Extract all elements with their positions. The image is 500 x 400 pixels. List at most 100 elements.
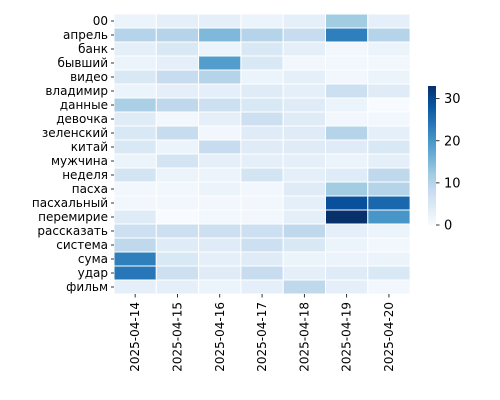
heatmap-cell bbox=[155, 139, 200, 155]
heatmap-cell bbox=[367, 13, 411, 29]
y-tick-label: зеленский bbox=[42, 126, 108, 140]
heatmap-cell bbox=[367, 153, 411, 169]
y-tick-label: фильм bbox=[66, 280, 108, 294]
heatmap-cell bbox=[155, 223, 200, 239]
heatmap-cell bbox=[113, 195, 157, 211]
heatmap-cell bbox=[240, 237, 284, 253]
heatmap-cell bbox=[198, 223, 242, 239]
heatmap-cell bbox=[155, 153, 200, 169]
heatmap-cell bbox=[367, 167, 411, 183]
y-tick-label: неделя bbox=[62, 168, 108, 182]
heatmap-cell bbox=[282, 223, 327, 239]
heatmap-cell bbox=[155, 111, 200, 127]
heatmap-cell bbox=[325, 41, 369, 57]
heatmap-cell bbox=[113, 223, 157, 239]
colorbar bbox=[428, 86, 436, 225]
heatmap-cell bbox=[325, 97, 369, 113]
heatmap-cell bbox=[325, 125, 369, 141]
y-tick-label: владимир bbox=[45, 84, 108, 98]
colorbar-tick-label: 30 bbox=[444, 92, 461, 107]
colorbar-tick-label: 20 bbox=[444, 134, 461, 149]
heatmap-cell bbox=[198, 111, 242, 127]
heatmap-cell bbox=[240, 27, 284, 43]
heatmap-cell bbox=[198, 209, 242, 225]
heatmap-cell bbox=[113, 209, 157, 225]
heatmap-cell bbox=[155, 125, 200, 141]
heatmap-cell bbox=[282, 181, 327, 197]
heatmap-cell bbox=[155, 13, 200, 29]
y-tick-label: перемирие bbox=[38, 210, 108, 224]
y-tick-label: китай bbox=[71, 140, 108, 154]
heatmap-cell bbox=[367, 279, 411, 295]
heatmap-cell bbox=[155, 97, 200, 113]
heatmap-cell bbox=[240, 83, 284, 99]
heatmap-cell bbox=[325, 111, 369, 127]
heatmap-cell bbox=[367, 237, 411, 253]
heatmap-cell bbox=[240, 97, 284, 113]
y-tick-label: пасхальный bbox=[32, 196, 108, 210]
heatmap-cell bbox=[240, 41, 284, 57]
heatmap-cell bbox=[367, 139, 411, 155]
x-tick-labels: 2025-04-14 2025-04-15 2025-04-16 2025-04-17… bbox=[128, 294, 396, 372]
heatmap-cell bbox=[325, 139, 369, 155]
heatmap-cell bbox=[113, 181, 157, 197]
x-tick-label: 2025-04-18 bbox=[297, 302, 311, 372]
y-tick-label: рассказать bbox=[37, 224, 108, 238]
heatmap-cell bbox=[198, 97, 242, 113]
heatmap-cell bbox=[367, 125, 411, 141]
heatmap-cell bbox=[155, 279, 200, 295]
heatmap-cell bbox=[113, 279, 157, 295]
heatmap-cell bbox=[113, 27, 157, 43]
heatmap-cell bbox=[282, 195, 327, 211]
heatmap-cell bbox=[113, 167, 157, 183]
heatmap-cell bbox=[113, 251, 157, 267]
heatmap-cell bbox=[240, 69, 284, 85]
heatmap-cell bbox=[155, 265, 200, 281]
heatmap-cell bbox=[198, 83, 242, 99]
heatmap-cell bbox=[367, 209, 411, 225]
heatmap-cell bbox=[113, 139, 157, 155]
heatmap-cell bbox=[367, 111, 411, 127]
heatmap-cell bbox=[282, 83, 327, 99]
heatmap-cell bbox=[113, 55, 157, 71]
heatmap-cell bbox=[282, 55, 327, 71]
heatmap-cell bbox=[113, 69, 157, 85]
heatmap-cell bbox=[155, 167, 200, 183]
heatmap-cell bbox=[198, 251, 242, 267]
heatmap-cell bbox=[325, 69, 369, 85]
heatmap-cell bbox=[282, 13, 327, 29]
heatmap-cell bbox=[282, 125, 327, 141]
heatmap-cell bbox=[198, 27, 242, 43]
heatmap-cell bbox=[282, 265, 327, 281]
heatmap-cell bbox=[240, 153, 284, 169]
heatmap-cell bbox=[367, 27, 411, 43]
heatmap-cell bbox=[325, 223, 369, 239]
heatmap-cell bbox=[282, 97, 327, 113]
y-tick-label: пасха bbox=[72, 182, 108, 196]
heatmap-cell bbox=[240, 195, 284, 211]
heatmap-cell bbox=[155, 237, 200, 253]
heatmap-cell bbox=[367, 195, 411, 211]
heatmap-cell bbox=[282, 153, 327, 169]
heatmap-cell bbox=[325, 27, 369, 43]
heatmap-cell bbox=[282, 111, 327, 127]
heatmap-cell bbox=[367, 223, 411, 239]
heatmap-cell bbox=[155, 251, 200, 267]
x-tick-label: 2025-04-17 bbox=[255, 302, 269, 372]
heatmap-cell bbox=[325, 167, 369, 183]
y-tick-label: удар bbox=[78, 266, 108, 280]
x-tick-label: 2025-04-14 bbox=[128, 302, 142, 372]
heatmap-cell bbox=[155, 83, 200, 99]
y-tick-label: сума bbox=[78, 252, 108, 266]
colorbar-tick-label: 10 bbox=[444, 176, 461, 191]
heatmap-cell bbox=[198, 195, 242, 211]
heatmap-cell bbox=[155, 27, 200, 43]
heatmap-cell bbox=[367, 97, 411, 113]
heatmap-cell bbox=[113, 265, 157, 281]
y-tick-label: банк bbox=[78, 42, 108, 56]
heatmap-cell bbox=[325, 237, 369, 253]
y-tick-label: данные bbox=[60, 98, 108, 112]
heatmap-cell bbox=[325, 55, 369, 71]
heatmap-cell bbox=[325, 13, 369, 29]
heatmap-cell bbox=[325, 279, 369, 295]
